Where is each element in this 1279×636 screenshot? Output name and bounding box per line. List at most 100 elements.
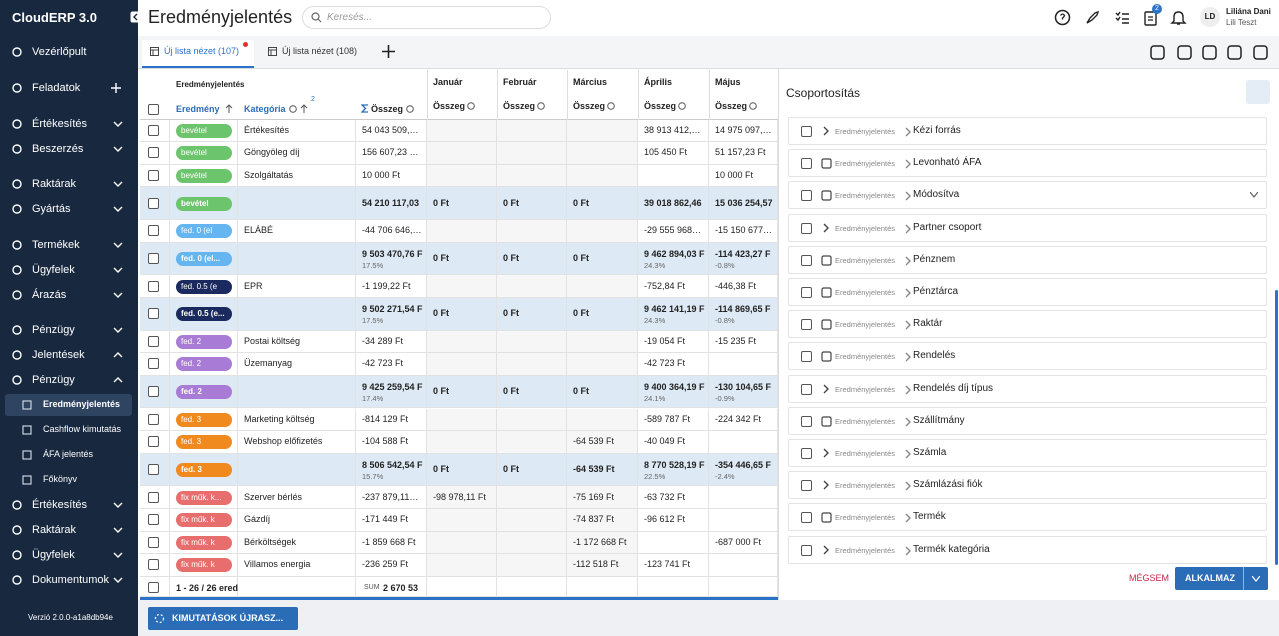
cb[interactable]	[801, 222, 812, 234]
add-tab[interactable]	[382, 45, 395, 58]
group-item[interactable]: Eredményjelentés Partner csoport	[788, 213, 1267, 242]
cb[interactable]	[148, 559, 159, 571]
table-cell: fed. 2	[170, 375, 238, 409]
group-item[interactable]: Eredményjelentés Termék	[788, 503, 1267, 532]
cb[interactable]	[148, 413, 159, 425]
cb[interactable]	[148, 308, 159, 320]
sidebar: CloudERP 3.0 Vezérlőpult Feladatok Értékesí…	[0, 0, 142, 636]
cb[interactable]	[148, 514, 159, 526]
group-item[interactable]: Eredményjelentés Levonható ÁFA	[788, 149, 1267, 178]
cb[interactable]	[801, 190, 812, 202]
table-cell	[638, 531, 709, 555]
cb[interactable]	[801, 158, 812, 170]
nav-item[interactable]: Raktárak	[32, 178, 77, 190]
group-item[interactable]: Eredményjelentés Számlázási fiók	[788, 471, 1267, 500]
refresh-button[interactable]: KIMUTATÁSOK ÚJRASZ...	[148, 607, 298, 630]
cb[interactable]	[148, 104, 159, 115]
top-icon[interactable]	[1142, 9, 1159, 26]
group-item[interactable]: Eredményjelentés Rendelés díj típus	[788, 374, 1267, 403]
nav-item[interactable]: Ügyfelek	[32, 549, 75, 561]
apply-button[interactable]: ALKALMAZ	[1175, 567, 1268, 590]
table-cell	[140, 453, 170, 487]
cb[interactable]	[148, 124, 159, 136]
group-item[interactable]: Eredményjelentés Pénznem	[788, 245, 1267, 274]
table-cell: fix műk. k	[170, 531, 238, 555]
cell-value: -98 978,11 Ft	[433, 491, 486, 502]
footer-cell	[567, 576, 638, 597]
nav-item[interactable]: Feladatok	[32, 82, 81, 94]
cb[interactable]	[148, 225, 159, 237]
search[interactable]: Keresés...	[302, 6, 551, 29]
toolbar-icon[interactable]	[1226, 44, 1243, 61]
cb[interactable]	[148, 280, 159, 292]
cb[interactable]	[148, 536, 159, 548]
cb[interactable]	[148, 197, 159, 209]
cb[interactable]	[148, 169, 159, 181]
cb[interactable]	[148, 436, 159, 448]
nav-item[interactable]: Beszerzés	[32, 143, 84, 155]
panel-icon-btn[interactable]	[1246, 80, 1270, 104]
cb[interactable]	[148, 386, 159, 398]
nav-item[interactable]: Árazás	[32, 289, 67, 301]
cb[interactable]	[801, 480, 812, 492]
tab[interactable]: Új lista nézet (107)	[142, 40, 254, 68]
toolbar-icon[interactable]	[1252, 44, 1269, 61]
cb[interactable]	[801, 383, 812, 395]
table-cell: -42 723 Ft	[638, 353, 709, 376]
nav-item[interactable]: ÁFA jelentés	[43, 449, 94, 459]
cb[interactable]	[148, 335, 159, 347]
cb[interactable]	[801, 415, 812, 427]
cell-percent: -2.4%	[715, 471, 735, 481]
cb[interactable]	[801, 544, 812, 556]
top-icon[interactable]	[1084, 9, 1101, 26]
nav-item[interactable]: Értékesítés	[32, 499, 88, 511]
group-item[interactable]: Eredményjelentés Termék kategória	[788, 535, 1267, 564]
cancel-button[interactable]: MÉGSEM	[1129, 573, 1170, 583]
toolbar-icon[interactable]	[1201, 44, 1218, 61]
tag: fed. 2	[176, 385, 232, 400]
top-icon[interactable]	[1170, 9, 1187, 26]
nav-item[interactable]: Ügyfelek	[32, 264, 75, 276]
cell-value: 54 210 117,03	[362, 197, 420, 208]
group-item[interactable]: Eredményjelentés Számla	[788, 439, 1267, 467]
info-icon	[749, 102, 757, 110]
toolbar-icon[interactable]	[1149, 44, 1166, 61]
cb[interactable]	[801, 254, 812, 266]
nav-item[interactable]: Termékek	[32, 239, 80, 251]
group-item[interactable]: Eredményjelentés Rendelés	[788, 342, 1267, 371]
top-icon[interactable]	[1114, 9, 1131, 26]
nav-item[interactable]: Eredményjelentés	[43, 399, 121, 409]
cb[interactable]	[148, 252, 159, 264]
nav-item[interactable]: Főkönyv	[43, 474, 78, 484]
cb[interactable]	[801, 448, 812, 459]
table-cell	[497, 408, 567, 432]
group-item[interactable]: Eredményjelentés Szállítmány	[788, 406, 1267, 435]
group-item[interactable]: Eredményjelentés Kézi forrás	[788, 117, 1267, 145]
cb[interactable]	[148, 581, 159, 593]
cb[interactable]	[148, 464, 159, 476]
nav-item[interactable]: Pénzügy	[32, 324, 75, 336]
tab[interactable]: Új lista nézet (108)	[260, 40, 375, 68]
nav-item[interactable]: Pénzügy	[32, 374, 75, 386]
nav-item[interactable]: Raktárak	[32, 524, 77, 536]
group-item[interactable]: Eredményjelentés Pénztárca	[788, 278, 1267, 306]
top-icon[interactable]	[1054, 9, 1071, 26]
cb[interactable]	[801, 512, 812, 524]
chevron	[905, 513, 911, 523]
nav-item[interactable]: Cashflow kimutatás	[43, 424, 122, 434]
group-item[interactable]: Eredményjelentés Raktár	[788, 310, 1267, 339]
cb[interactable]	[148, 491, 159, 503]
cb[interactable]	[148, 358, 159, 370]
cb[interactable]	[801, 351, 812, 363]
cb[interactable]	[801, 126, 812, 137]
cb[interactable]	[148, 147, 159, 159]
cb[interactable]	[801, 319, 812, 331]
nav-item[interactable]: Gyártás	[32, 203, 71, 215]
group-item[interactable]: Eredményjelentés Módosítva	[788, 181, 1267, 210]
cb[interactable]	[801, 287, 812, 298]
nav-item[interactable]: Értékesítés	[32, 118, 88, 130]
nav-item[interactable]: Dokumentumok	[32, 574, 110, 586]
nav-item[interactable]: Jelentések	[32, 349, 85, 361]
nav-item[interactable]: Vezérlőpult	[32, 46, 87, 58]
toolbar-icon[interactable]	[1176, 44, 1193, 61]
